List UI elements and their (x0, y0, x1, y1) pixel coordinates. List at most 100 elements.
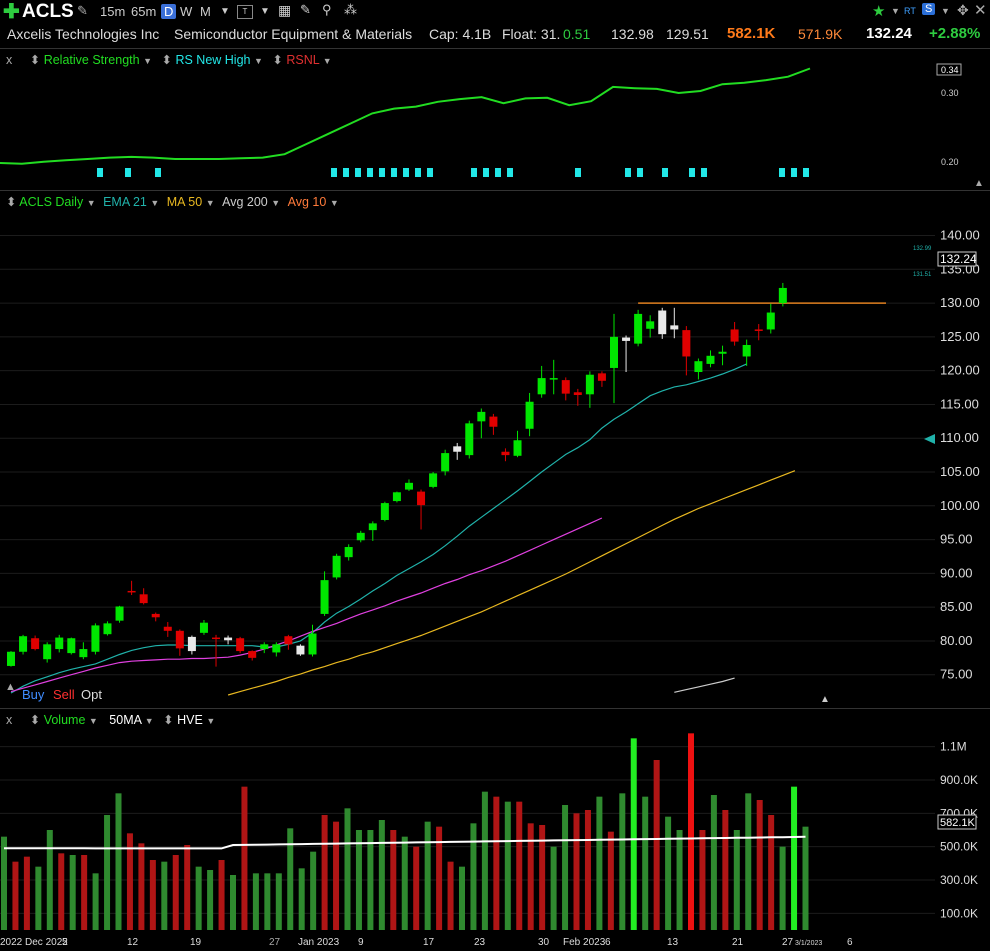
volume-bar[interactable] (333, 821, 340, 930)
candle-body[interactable] (404, 482, 413, 490)
chevron-down-icon[interactable]: ▼ (891, 6, 900, 16)
candle-body[interactable] (682, 330, 691, 357)
chevron-down-icon[interactable]: ▼ (88, 716, 98, 726)
volume-bar[interactable] (688, 733, 694, 930)
volume-bar[interactable] (81, 855, 88, 930)
volume-bar[interactable] (378, 820, 385, 930)
avg10-label[interactable]: Avg 10 (287, 195, 327, 209)
volume-bar[interactable] (481, 791, 488, 930)
link-icon[interactable]: ⚲ (322, 2, 332, 17)
candle-body[interactable] (356, 532, 365, 541)
volume-bar[interactable] (126, 833, 133, 930)
volume-label[interactable]: Volume (43, 713, 86, 727)
rsnl-label[interactable]: RSNL (286, 53, 320, 67)
chevron-down-icon[interactable]: ▼ (150, 198, 160, 208)
candle-body[interactable] (477, 411, 486, 422)
candle-body[interactable] (103, 623, 112, 635)
candle-body[interactable] (525, 401, 534, 429)
volume-bar[interactable] (504, 801, 511, 930)
volume-bar[interactable] (447, 861, 454, 930)
order-expand-icon[interactable]: ▲ (5, 681, 16, 693)
volume-bar[interactable] (607, 831, 614, 930)
volume-bar[interactable] (527, 823, 534, 930)
volume-bar[interactable] (436, 826, 443, 930)
volume-bar[interactable] (161, 861, 168, 930)
candle-body[interactable] (754, 329, 763, 331)
pencil-icon[interactable]: ✎ (300, 2, 311, 17)
candle-body[interactable] (31, 638, 40, 650)
rs-series-label[interactable]: Relative Strength (43, 53, 140, 67)
volume-bar[interactable] (1, 836, 7, 930)
volume-bar[interactable] (401, 836, 408, 930)
candle-body[interactable] (585, 374, 594, 395)
collapse-icon[interactable]: ▲ (974, 178, 984, 189)
add-icon[interactable]: ✚ (3, 1, 20, 23)
interval-15m[interactable]: 15m (100, 4, 126, 19)
volume-bar[interactable] (710, 795, 717, 930)
chevron-down-icon[interactable]: ▼ (143, 56, 152, 66)
candle-body[interactable] (634, 313, 643, 344)
buy-button[interactable]: Buy (22, 687, 45, 702)
candle-body[interactable] (417, 491, 426, 506)
candle-body[interactable] (646, 321, 655, 329)
candle-body[interactable] (19, 636, 28, 652)
volume-bar[interactable] (642, 796, 649, 930)
volume-bar[interactable] (562, 805, 569, 930)
share-icon[interactable]: ⁂ (344, 2, 357, 17)
volume-bar[interactable] (264, 873, 271, 930)
chevron-down-icon[interactable]: ▼ (260, 6, 270, 17)
candle-body[interactable] (79, 649, 88, 658)
rs-close-button[interactable]: x (6, 53, 13, 67)
candle-body[interactable] (67, 638, 76, 654)
star-icon[interactable]: ★ (872, 3, 886, 20)
candle-body[interactable] (730, 329, 739, 342)
move-icon[interactable]: ⬍ (6, 195, 17, 209)
volume-bar[interactable] (275, 873, 282, 930)
chevron-down-icon[interactable]: ▼ (253, 56, 263, 66)
volume-bar[interactable] (539, 825, 546, 930)
candle-body[interactable] (537, 378, 546, 395)
volume-bar[interactable] (665, 816, 672, 930)
chevron-down-icon[interactable]: ▼ (220, 6, 230, 17)
chevron-down-icon[interactable]: ▼ (144, 716, 154, 726)
volume-bar[interactable] (310, 851, 317, 930)
hve-label[interactable]: HVE (177, 713, 203, 727)
volume-bar[interactable] (573, 813, 580, 930)
candle-body[interactable] (441, 453, 450, 472)
draw-icon[interactable]: ✎ (77, 3, 88, 18)
interval-daily[interactable]: D (161, 4, 177, 19)
candle-body[interactable] (320, 580, 329, 614)
candle-body[interactable] (501, 451, 510, 456)
price-chart[interactable]: 140.00135.00130.00125.00120.00115.00110.… (0, 190, 990, 708)
candle-body[interactable] (610, 336, 618, 368)
move-icon[interactable]: ✥ (957, 2, 969, 18)
volume-bar[interactable] (207, 870, 214, 930)
candle-body[interactable] (453, 446, 462, 452)
volume-bar[interactable] (516, 801, 523, 930)
candle-body[interactable] (380, 503, 389, 520)
calculator-icon[interactable]: ▦ (278, 2, 292, 18)
move-icon[interactable]: ⬍ (272, 53, 283, 67)
candle-body[interactable] (742, 344, 751, 357)
candle-body[interactable] (260, 644, 269, 650)
candle-body[interactable] (489, 416, 498, 427)
candle-body[interactable] (706, 355, 715, 364)
interval-65m[interactable]: 65m (131, 4, 157, 19)
candle-body[interactable] (7, 651, 15, 666)
volume-bar[interactable] (390, 830, 397, 930)
volume-bar[interactable] (298, 868, 305, 930)
volume-bar[interactable] (745, 793, 752, 930)
volume-bar[interactable] (802, 826, 809, 930)
move-icon[interactable]: ⬍ (29, 713, 41, 727)
volume-bar[interactable] (252, 873, 259, 930)
candle-body[interactable] (175, 630, 184, 649)
candle-body[interactable] (139, 594, 148, 604)
price-series-label[interactable]: ACLS Daily (19, 195, 84, 209)
volume-bar[interactable] (69, 855, 76, 930)
candle-body[interactable] (344, 547, 353, 558)
chevron-down-icon[interactable]: ▼ (206, 716, 216, 726)
candle-body[interactable] (718, 351, 727, 354)
candle-body[interactable] (778, 287, 787, 304)
candle-body[interactable] (296, 645, 305, 655)
